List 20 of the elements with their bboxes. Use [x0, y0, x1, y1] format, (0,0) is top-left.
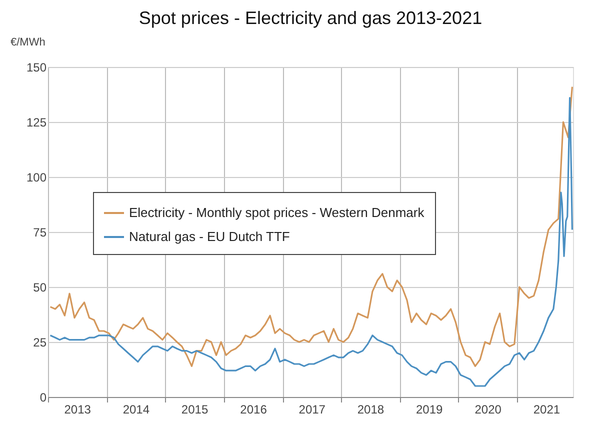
- y-tick-label: 150: [26, 60, 47, 74]
- x-tick-label: 2015: [181, 402, 208, 416]
- x-tick-label: 2013: [64, 402, 92, 416]
- y-tick-label: 75: [33, 226, 47, 240]
- x-tick-label: 2019: [416, 402, 443, 416]
- y-tick-label: 50: [33, 280, 47, 294]
- x-tick-label: 2018: [357, 402, 384, 416]
- legend-label: Natural gas - EU Dutch TTF: [129, 229, 290, 244]
- y-tick-label: 125: [26, 116, 47, 130]
- x-tick-label: 2016: [240, 402, 268, 416]
- legend-label: Electricity - Monthly spot prices - Western Denmark: [129, 205, 425, 220]
- y-tick-label: 25: [33, 336, 47, 350]
- x-tick-label: 2021: [533, 402, 560, 416]
- x-tick-label: 2014: [122, 402, 150, 416]
- x-tick-label: 2020: [474, 402, 502, 416]
- y-tick-label: 0: [40, 390, 47, 404]
- x-tick-label: 2017: [298, 402, 326, 416]
- y-tick-label: 100: [26, 170, 47, 184]
- chart-title: Spot prices - Electricity and gas 2013-2021: [138, 8, 482, 28]
- y-axis-title: €/MWh: [10, 36, 46, 48]
